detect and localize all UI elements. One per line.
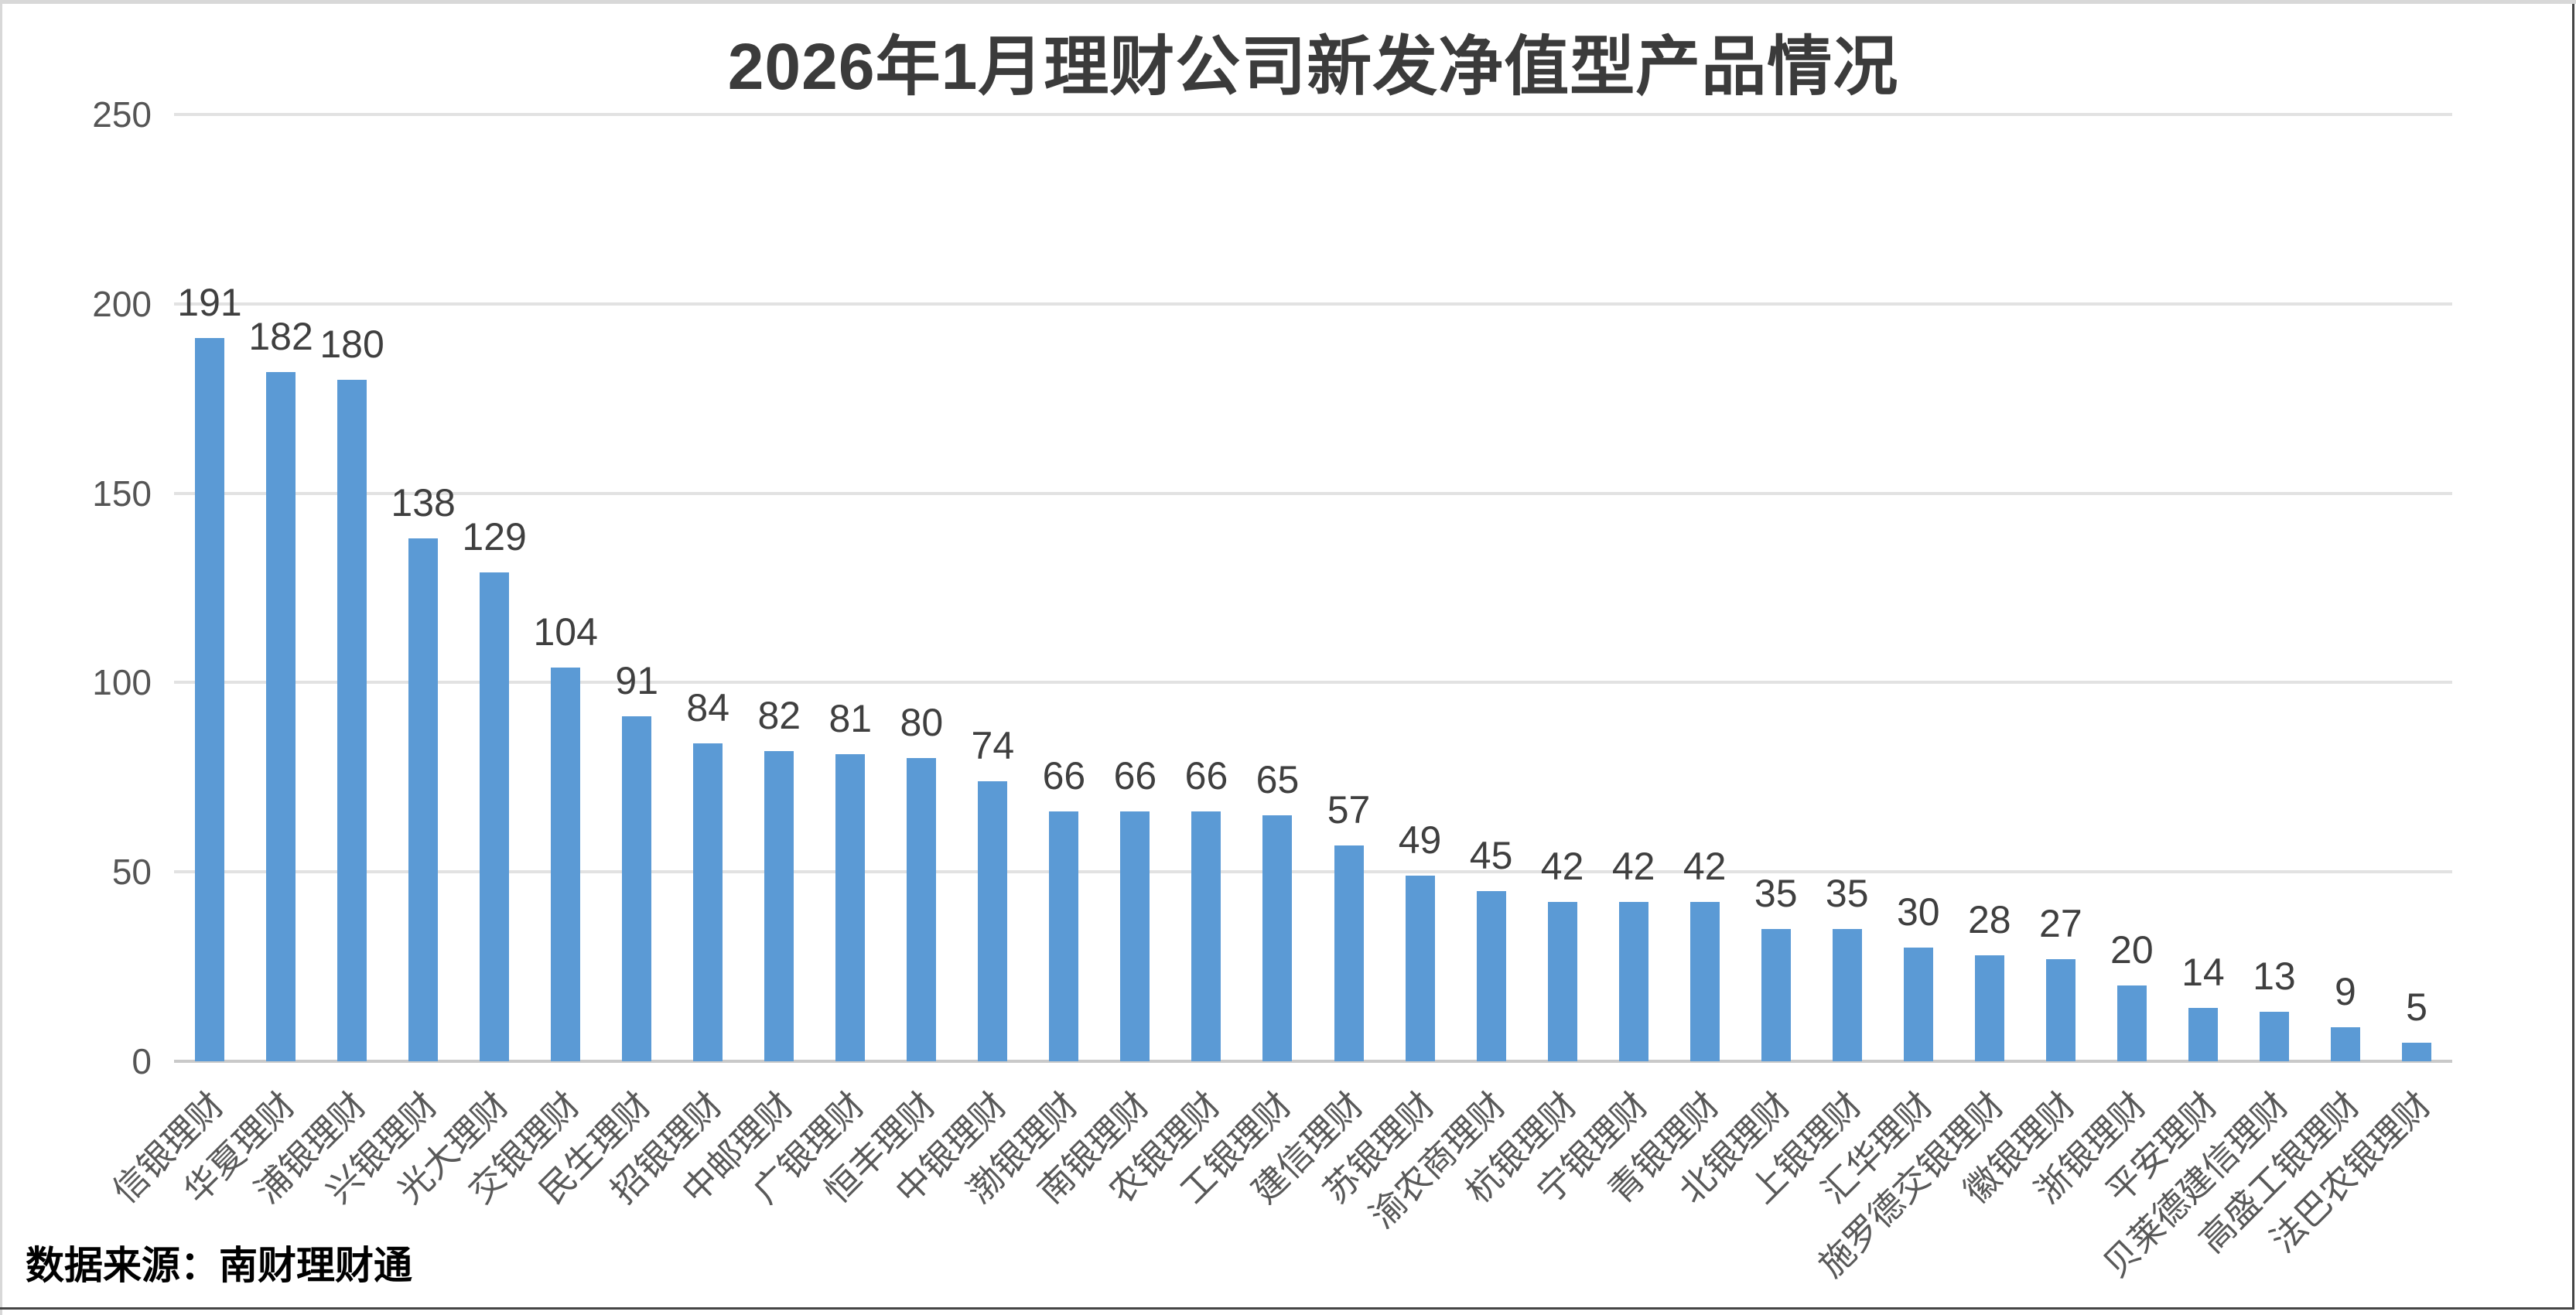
bar-value-label: 191: [177, 280, 242, 324]
bar-value-label: 180: [319, 322, 384, 366]
bar-value-label: 42: [1611, 845, 1655, 889]
gridline: [174, 491, 2452, 495]
bar: [1049, 811, 1079, 1061]
bar-value-label: 45: [1469, 833, 1513, 877]
bar-value-label: 182: [248, 314, 313, 358]
bar: [480, 572, 510, 1061]
bar-value-label: 5: [2406, 985, 2427, 1029]
bar-value-label: 42: [1540, 845, 1584, 889]
bar: [1761, 928, 1791, 1061]
bar: [622, 716, 652, 1061]
bar-value-label: 66: [1113, 753, 1157, 798]
bar-value-label: 82: [757, 693, 801, 737]
bar: [1476, 890, 1506, 1061]
bar: [551, 667, 581, 1061]
bar-value-label: 65: [1256, 757, 1300, 801]
bar-value-label: 138: [391, 481, 456, 525]
bar: [1334, 845, 1364, 1061]
window-frame-right-edge: [2572, 4, 2574, 1310]
bar-value-label: 81: [828, 697, 873, 741]
bar: [2330, 1026, 2360, 1061]
bar: [693, 743, 723, 1061]
bar-value-label: 27: [2039, 901, 2082, 945]
bar-value-label: 42: [1683, 845, 1727, 889]
bar: [1903, 948, 1933, 1061]
y-tick-label: 50: [111, 852, 152, 893]
bar: [2188, 1008, 2218, 1061]
bar: [195, 337, 225, 1061]
bar: [1832, 928, 1862, 1061]
bar-value-label: 35: [1825, 871, 1869, 915]
bar: [1405, 876, 1435, 1061]
source-note: 数据来源：南财理财通: [26, 1244, 412, 1287]
bar: [1618, 902, 1648, 1061]
bar-value-label: 13: [2253, 955, 2296, 999]
gridline: [174, 681, 2452, 685]
window-frame-bottom-edge: [0, 1307, 2574, 1310]
bar: [835, 754, 866, 1061]
bar-value-label: 30: [1896, 890, 1940, 934]
bar-value-label: 84: [686, 685, 730, 729]
y-tick-label: 0: [132, 1041, 152, 1081]
bar: [2116, 985, 2147, 1061]
bar: [1262, 815, 1293, 1061]
bar-value-label: 9: [2335, 969, 2356, 1013]
gridline: [174, 302, 2452, 306]
bar: [2259, 1012, 2289, 1061]
bar-value-label: 129: [462, 515, 527, 559]
bar-value-label: 35: [1754, 871, 1798, 915]
y-tick-label: 250: [92, 94, 152, 135]
y-tick-label: 150: [92, 473, 152, 514]
bar: [337, 379, 367, 1061]
bar: [1974, 955, 2004, 1061]
bar-value-label: 57: [1327, 787, 1371, 832]
y-tick-label: 200: [92, 283, 152, 324]
bar-value-label: 49: [1398, 818, 1442, 862]
gridline: [174, 870, 2452, 874]
bar-value-label: 14: [2181, 951, 2225, 995]
bar-value-label: 80: [900, 701, 944, 745]
bar: [2045, 958, 2075, 1061]
bar: [1547, 902, 1577, 1061]
bar: [978, 780, 1008, 1061]
bar: [764, 750, 794, 1061]
bar-value-label: 104: [533, 610, 598, 654]
bar: [1191, 811, 1221, 1061]
window-frame-top-edge: [0, 0, 2576, 4]
bar-value-label: 66: [1184, 753, 1228, 798]
window-frame-left-edge: [0, 0, 2, 1315]
bar-value-label: 91: [615, 659, 659, 703]
bar-value-label: 20: [2110, 928, 2154, 972]
gridline: [174, 113, 2452, 116]
bar: [2401, 1042, 2431, 1061]
bar: [266, 371, 296, 1061]
bar: [408, 538, 439, 1061]
bar-value-label: 66: [1042, 753, 1086, 798]
x-axis-line: [174, 1060, 2452, 1063]
bar-value-label: 74: [971, 723, 1015, 767]
chart-title: 2026年1月理财公司新发净值型产品情况: [727, 30, 1899, 103]
bar-value-label: 28: [1967, 897, 2011, 941]
bar: [1689, 902, 1720, 1061]
y-tick-label: 100: [92, 662, 152, 703]
bar: [1120, 811, 1150, 1061]
bar: [907, 758, 937, 1061]
